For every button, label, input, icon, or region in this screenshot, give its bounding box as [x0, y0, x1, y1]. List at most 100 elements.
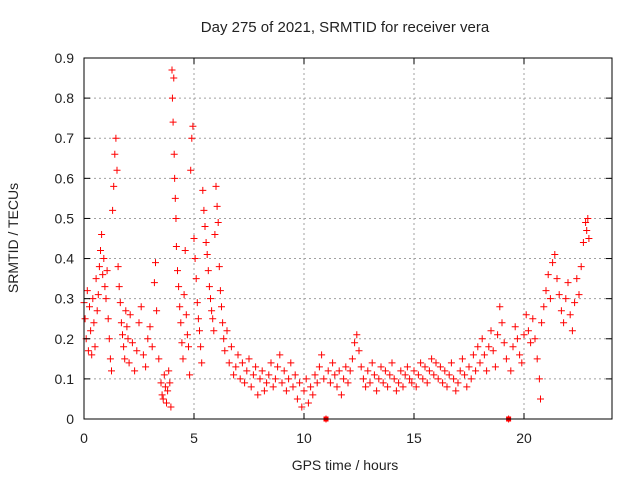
data-point [234, 351, 242, 359]
data-point [204, 267, 212, 275]
data-point [93, 307, 101, 315]
data-point [287, 359, 295, 367]
data-point [139, 351, 147, 359]
data-point [538, 319, 546, 327]
data-point [193, 299, 201, 307]
data-point [293, 395, 301, 403]
data-point [377, 363, 385, 371]
data-point [263, 379, 271, 387]
data-point [258, 367, 266, 375]
data-point [280, 367, 288, 375]
data-point [84, 347, 92, 355]
data-point [232, 363, 240, 371]
data-point [384, 383, 392, 391]
data-point [146, 323, 154, 331]
data-point [103, 267, 111, 275]
data-point [309, 391, 317, 399]
data-point [516, 351, 524, 359]
data-point [307, 383, 315, 391]
data-point [198, 359, 206, 367]
data-point [498, 319, 506, 327]
y-tick-label: 0.8 [55, 90, 75, 106]
x-tick-label: 20 [516, 430, 532, 446]
y-axis-label: SRMTID / TECUs [5, 183, 21, 293]
data-point [210, 327, 218, 335]
data-point [331, 371, 339, 379]
data-point [298, 403, 306, 411]
data-point [535, 375, 543, 383]
data-point [201, 222, 209, 230]
data-point [381, 367, 389, 375]
data-point [170, 74, 178, 82]
y-tick-label: 0.7 [55, 130, 75, 146]
data-point [178, 339, 186, 347]
data-point [571, 299, 579, 307]
data-point [174, 267, 181, 275]
data-point [200, 206, 208, 214]
data-point [575, 291, 583, 299]
data-point [98, 230, 106, 238]
data-point [335, 367, 343, 375]
x-tick-label: 0 [80, 430, 88, 446]
data-point [439, 379, 447, 387]
data-point [487, 327, 495, 335]
data-point [291, 371, 299, 379]
data-point [192, 275, 200, 283]
data-point [196, 327, 203, 335]
data-point [537, 395, 544, 403]
y-axis-ticks: 0 0.1 0.2 0.3 0.4 0.5 0.6 0.7 0.8 0.9 [55, 50, 612, 427]
data-point [252, 363, 260, 371]
x-tick-label: 10 [296, 430, 312, 446]
data-point [243, 367, 251, 375]
data-point [220, 335, 228, 343]
data-point [560, 319, 568, 327]
data-point [353, 331, 361, 339]
data-point [153, 307, 161, 315]
data-point [221, 347, 229, 355]
data-point [125, 359, 133, 367]
data-point [456, 367, 464, 375]
data-point [131, 367, 139, 375]
data-point [128, 339, 136, 347]
data-point [95, 263, 103, 271]
data-point [397, 367, 405, 375]
data-point [313, 379, 321, 387]
data-point [236, 375, 244, 383]
data-point [97, 247, 104, 255]
data-point [212, 182, 220, 190]
data-point [359, 375, 367, 383]
data-point [166, 379, 174, 387]
data-point [315, 363, 323, 371]
data-point [249, 371, 257, 379]
data-point [271, 375, 279, 383]
data-point [285, 375, 293, 383]
data-point [531, 335, 539, 343]
x-tick-label: 5 [190, 430, 198, 446]
data-point [500, 339, 508, 347]
data-point [205, 283, 213, 291]
data-point [172, 243, 180, 251]
data-point [144, 335, 152, 343]
data-point [114, 263, 122, 271]
data-point [202, 239, 210, 247]
y-tick-label: 0.6 [55, 170, 75, 186]
data-point [171, 194, 179, 202]
data-point [183, 331, 191, 339]
data-point [579, 239, 587, 247]
data-point [326, 379, 334, 387]
data-point [158, 391, 166, 399]
data-point [159, 395, 167, 403]
data-point [168, 66, 176, 74]
data-point [333, 383, 341, 391]
y-tick-label: 0.9 [55, 50, 75, 66]
data-point [106, 355, 114, 363]
data-point [428, 355, 436, 363]
data-point [419, 375, 427, 383]
data-point [509, 343, 517, 351]
data-point [254, 391, 262, 399]
data-point [421, 363, 429, 371]
data-point [478, 335, 486, 343]
data-point [190, 235, 198, 242]
data-point [90, 319, 98, 327]
